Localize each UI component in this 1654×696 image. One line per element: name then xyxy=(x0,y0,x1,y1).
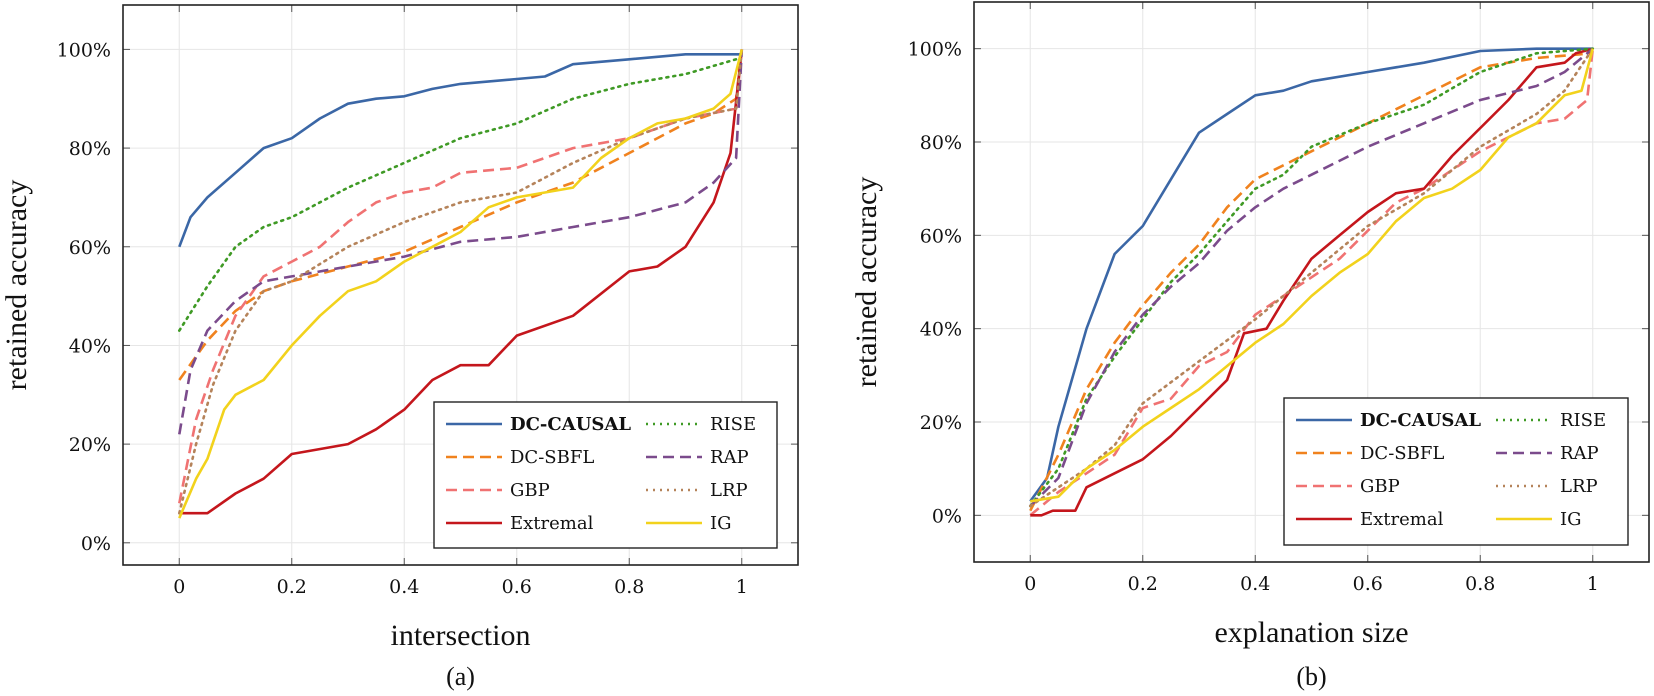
y-axis-label: retained accuracy xyxy=(850,177,883,388)
legend-label-lrp: LRP xyxy=(1560,476,1598,497)
y-tick-label: 40% xyxy=(69,335,111,357)
plot-frame xyxy=(973,1,1650,563)
y-tick-label: 100% xyxy=(908,39,962,61)
legend: DC-CAUSAL RISE DC-SBFL RAP GBP LRP Extremal IG xyxy=(1283,397,1629,546)
x-tick-label: 0.2 xyxy=(1128,573,1158,595)
series-line-rise xyxy=(178,57,738,332)
legend-label-gbp: GBP xyxy=(1360,476,1400,497)
y-tick-label: 20% xyxy=(920,412,962,434)
series-line-dc-causal xyxy=(178,52,742,248)
y-tick-label: 100% xyxy=(57,39,111,61)
series-line-extremal xyxy=(1030,47,1594,517)
legend: DC-CAUSAL RISE DC-SBFL RAP GBP LRP Extremal IG xyxy=(433,401,778,549)
legend-label-ig: IG xyxy=(1560,509,1582,530)
x-axis-label: explanation size xyxy=(1214,616,1408,649)
y-tick-label: 80% xyxy=(69,138,111,160)
x-tick-label: 0.2 xyxy=(277,576,307,598)
legend-box xyxy=(1283,397,1629,546)
legend-label-rap: RAP xyxy=(710,447,749,468)
legend-label-rise: RISE xyxy=(710,414,756,435)
series-line-dc-sbfl xyxy=(1029,52,1593,512)
legend-label-dc-causal: DC-CAUSAL xyxy=(1360,410,1481,431)
panel-a: 0 0.2 0.4 0.6 0.8 1 0% 20% 40% 60% 80% 100% DC-CAUSA… xyxy=(0,4,799,691)
x-tick-label: 0 xyxy=(1024,573,1036,595)
legend-label-dc-causal: DC-CAUSAL xyxy=(510,414,631,435)
legend-label-extremal: Extremal xyxy=(1360,509,1444,530)
series-line-lrp xyxy=(1029,47,1595,508)
series-line-lrp xyxy=(178,48,744,515)
legend-label-rap: RAP xyxy=(1560,443,1599,464)
legend-label-rise: RISE xyxy=(1560,410,1606,431)
x-tick-label: 0.4 xyxy=(1240,573,1270,595)
x-tick-label: 0.8 xyxy=(1465,573,1495,595)
series-line-gbp xyxy=(178,49,744,504)
series-line-dc-causal xyxy=(1029,47,1593,503)
y-tick-label: 0% xyxy=(932,505,962,527)
panel-caption: (a) xyxy=(446,662,475,691)
y-tick-label: 80% xyxy=(920,132,962,154)
series-line-dc-sbfl xyxy=(178,49,744,381)
legend-label-ig: IG xyxy=(710,513,732,534)
series-line-rise xyxy=(1029,47,1595,508)
x-tick-label: 0 xyxy=(173,576,185,598)
series-line-ig xyxy=(1030,48,1595,503)
plot-frame xyxy=(122,4,799,566)
y-tick-label: 20% xyxy=(69,434,111,456)
x-tick-label: 1 xyxy=(736,576,748,598)
x-tick-label: 0.6 xyxy=(1353,573,1383,595)
x-tick-label: 1 xyxy=(1587,573,1599,595)
panel-b: 0 0.2 0.4 0.6 0.8 1 0% 20% 40% 60% 80% 100% DC-CAUSA… xyxy=(850,1,1650,691)
legend-label-extremal: Extremal xyxy=(510,513,594,534)
series-line-rap xyxy=(1029,47,1594,507)
x-tick-label: 0.6 xyxy=(502,576,532,598)
legend-label-lrp: LRP xyxy=(710,480,748,501)
y-axis-label: retained accuracy xyxy=(0,180,33,391)
x-axis-label: intersection xyxy=(391,619,531,652)
y-tick-label: 40% xyxy=(920,319,962,341)
y-tick-label: 60% xyxy=(920,225,962,247)
series-line-rap xyxy=(178,49,744,435)
legend-label-gbp: GBP xyxy=(510,480,550,501)
y-tick-label: 60% xyxy=(69,237,111,259)
legend-label-dc-sbfl: DC-SBFL xyxy=(510,447,594,468)
legend-label-dc-sbfl: DC-SBFL xyxy=(1360,443,1444,464)
series-line-extremal xyxy=(179,49,744,515)
series-line-ig xyxy=(178,49,744,519)
panel-caption: (b) xyxy=(1296,662,1326,691)
y-tick-label: 0% xyxy=(81,533,111,555)
x-tick-label: 0.4 xyxy=(389,576,419,598)
x-tick-label: 0.8 xyxy=(614,576,644,598)
